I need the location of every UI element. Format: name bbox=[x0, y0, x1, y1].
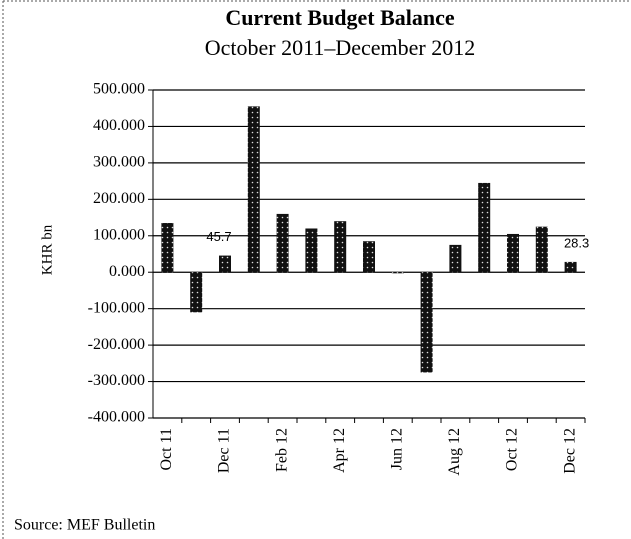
bar bbox=[564, 261, 577, 273]
source-note: Source: MEF Bulletin bbox=[14, 517, 155, 534]
bar bbox=[334, 221, 347, 273]
bar bbox=[507, 233, 519, 273]
x-tick-label: Jun 12 bbox=[388, 428, 405, 470]
bar bbox=[478, 182, 491, 273]
x-tick-label: Apr 12 bbox=[331, 428, 348, 473]
chart-title: Current Budget Balance bbox=[225, 5, 455, 30]
chart-subtitle: October 2011–December 2012 bbox=[205, 35, 475, 60]
y-tick-label: 200.000 bbox=[93, 190, 145, 207]
bar bbox=[391, 272, 404, 274]
x-tick-label: Oct 12 bbox=[504, 428, 521, 471]
bar bbox=[276, 213, 289, 273]
x-tick-label: Feb 12 bbox=[273, 428, 290, 472]
bar bbox=[535, 226, 548, 273]
y-tick-label: -300.000 bbox=[88, 372, 145, 389]
bar bbox=[247, 106, 260, 273]
y-tick-label: -100.000 bbox=[88, 299, 145, 316]
y-tick-label: -400.000 bbox=[88, 409, 145, 426]
bar bbox=[161, 223, 174, 273]
y-tick-label: 0.000 bbox=[109, 263, 145, 280]
y-tick-label: 400.000 bbox=[93, 117, 145, 134]
y-tick-label: -200.000 bbox=[88, 336, 145, 353]
data-label: 45.7 bbox=[206, 229, 231, 244]
bar bbox=[449, 244, 462, 273]
y-tick-label: 300.000 bbox=[93, 154, 145, 171]
bar bbox=[305, 228, 318, 273]
bar bbox=[190, 272, 203, 313]
data-label: 28.3 bbox=[564, 235, 589, 250]
y-tick-label: 500.000 bbox=[93, 81, 145, 98]
bar bbox=[420, 272, 433, 373]
bar bbox=[219, 255, 231, 273]
x-tick-label: Oct 11 bbox=[158, 428, 175, 471]
x-tick-label: Dec 11 bbox=[216, 428, 233, 473]
x-tick-label: Aug 12 bbox=[446, 428, 463, 476]
y-tick-label: 100.000 bbox=[93, 226, 145, 243]
x-tick-label: Dec 12 bbox=[561, 428, 578, 474]
bar bbox=[363, 241, 375, 273]
y-axis-label: KHR bn bbox=[39, 224, 55, 275]
